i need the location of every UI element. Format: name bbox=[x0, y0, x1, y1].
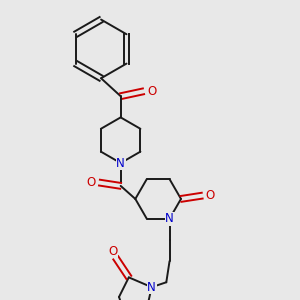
Text: O: O bbox=[147, 85, 156, 98]
Text: O: O bbox=[108, 245, 117, 258]
Text: N: N bbox=[147, 281, 156, 294]
Text: N: N bbox=[116, 157, 125, 169]
Text: N: N bbox=[165, 212, 174, 225]
Text: O: O bbox=[87, 176, 96, 189]
Text: O: O bbox=[206, 189, 215, 202]
